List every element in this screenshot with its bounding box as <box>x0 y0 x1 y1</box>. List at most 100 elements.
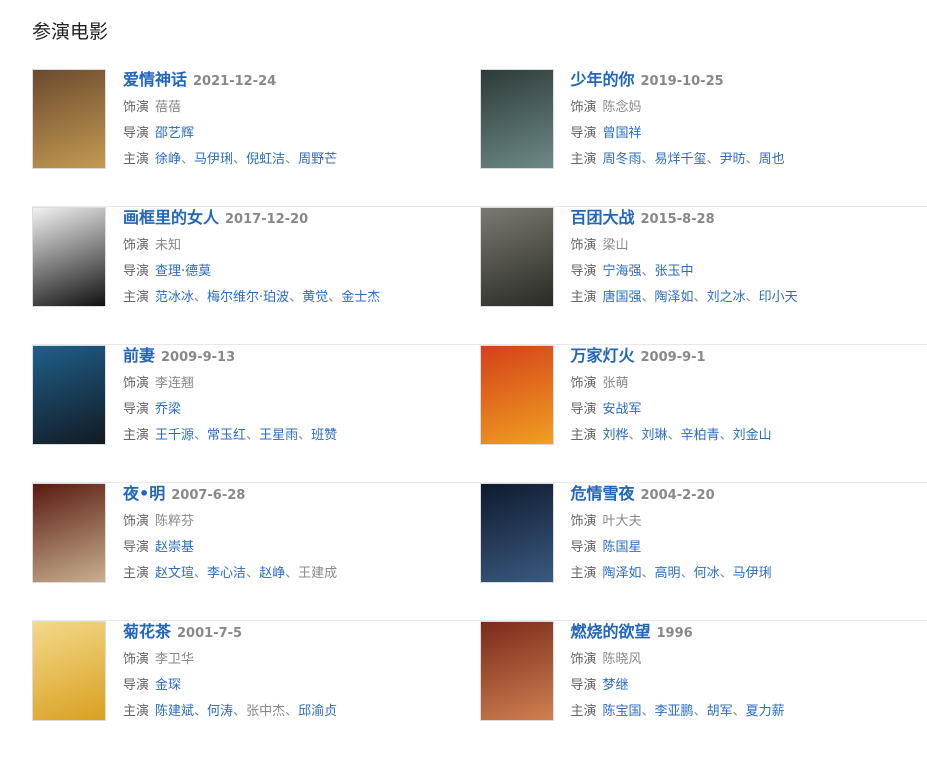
person-link[interactable]: 王千源 <box>155 428 194 443</box>
person-link[interactable]: 倪虹洁 <box>246 152 285 167</box>
person-link[interactable]: 梦继 <box>603 678 629 693</box>
cast-label: 主演 <box>571 566 597 581</box>
person-link[interactable]: 胡军 <box>707 704 733 719</box>
role-name: 陈晓风 <box>603 652 642 667</box>
person-link[interactable]: 陈宝国 <box>603 704 642 719</box>
cast-label: 主演 <box>571 428 597 443</box>
director-line: 导演梦继 <box>571 673 785 699</box>
person-link[interactable]: 陈建斌 <box>155 704 194 719</box>
person-link[interactable]: 曾国祥 <box>603 126 642 141</box>
person-link[interactable]: 陶泽如 <box>655 290 694 305</box>
movie-title[interactable]: 菊花茶 <box>123 622 171 641</box>
movie-title[interactable]: 百团大战 <box>571 208 635 227</box>
person-link[interactable]: 王星雨 <box>259 428 298 443</box>
person-link[interactable]: 何涛 <box>207 704 233 719</box>
person-link[interactable]: 范冰冰 <box>155 290 194 305</box>
person-link[interactable]: 高明 <box>655 566 681 581</box>
movie-title[interactable]: 少年的你 <box>571 70 635 89</box>
person-link[interactable]: 查理·德莫 <box>155 264 211 279</box>
movie-poster[interactable] <box>480 345 554 445</box>
person-link[interactable]: 赵文瑄 <box>155 566 194 581</box>
movie-title[interactable]: 爱情神话 <box>123 70 187 89</box>
movie-title[interactable]: 前妻 <box>123 346 155 365</box>
person-link[interactable]: 唐国强 <box>603 290 642 305</box>
movie-poster[interactable] <box>480 483 554 583</box>
movie-poster[interactable] <box>480 621 554 721</box>
person-link[interactable]: 安战军 <box>603 402 642 417</box>
person-link[interactable]: 乔梁 <box>155 402 181 417</box>
person-link[interactable]: 李心洁 <box>207 566 246 581</box>
cast-label: 主演 <box>123 428 149 443</box>
role-line: 饰演梁山 <box>571 233 798 259</box>
movie-poster[interactable] <box>480 69 554 169</box>
person-link[interactable]: 赵崇基 <box>155 540 194 555</box>
cast-label: 主演 <box>123 290 149 305</box>
movie-poster[interactable] <box>32 621 106 721</box>
movie-poster[interactable] <box>480 207 554 307</box>
person-link[interactable]: 刘桦 <box>603 428 629 443</box>
person-link[interactable]: 周冬雨 <box>603 152 642 167</box>
director-line: 导演陈国星 <box>571 535 772 561</box>
movie-title[interactable]: 燃烧的欲望 <box>571 622 651 641</box>
separator: 、 <box>194 704 207 719</box>
director-label: 导演 <box>123 402 149 417</box>
person-link[interactable]: 马伊琍 <box>194 152 233 167</box>
person-link[interactable]: 邵艺辉 <box>155 126 194 141</box>
person-link[interactable]: 金士杰 <box>341 290 380 305</box>
person-link[interactable]: 周也 <box>759 152 785 167</box>
separator: 、 <box>746 152 759 167</box>
movie-poster[interactable] <box>32 69 106 169</box>
person-link[interactable]: 夏力薪 <box>746 704 785 719</box>
movie-title[interactable]: 画框里的女人 <box>123 208 219 227</box>
movie-title[interactable]: 万家灯火 <box>571 346 635 365</box>
person-link[interactable]: 梅尔维尔·珀波 <box>207 290 289 305</box>
cast-line: 主演王千源、常玉红、王星雨、班赞 <box>123 423 337 449</box>
person-link[interactable]: 宁海强 <box>603 264 642 279</box>
person-link[interactable]: 陶泽如 <box>603 566 642 581</box>
separator: 、 <box>194 566 207 581</box>
person-link[interactable]: 张玉中 <box>655 264 694 279</box>
person-link[interactable]: 金琛 <box>155 678 181 693</box>
separator: 、 <box>233 152 246 167</box>
person-link[interactable]: 何冰 <box>694 566 720 581</box>
person-link[interactable]: 班赞 <box>311 428 337 443</box>
section-title: 参演电影 <box>32 17 108 44</box>
separator: 、 <box>642 152 655 167</box>
person-link[interactable]: 徐峥 <box>155 152 181 167</box>
movie-poster[interactable] <box>32 483 106 583</box>
person-link[interactable]: 刘之冰 <box>707 290 746 305</box>
person-link[interactable]: 周野芒 <box>298 152 337 167</box>
person-link[interactable]: 赵峥 <box>259 566 285 581</box>
person-link[interactable]: 易烊千玺 <box>655 152 707 167</box>
person-link[interactable]: 印小天 <box>759 290 798 305</box>
person-link[interactable]: 李亚鹏 <box>655 704 694 719</box>
role-label: 饰演 <box>123 652 149 667</box>
separator: 、 <box>746 290 759 305</box>
person-link[interactable]: 尹昉 <box>720 152 746 167</box>
cast-line: 主演赵文瑄、李心洁、赵峥、王建成 <box>123 561 337 587</box>
movie-poster[interactable] <box>32 207 106 307</box>
movie-title[interactable]: 危情雪夜 <box>571 484 635 503</box>
director-line: 导演曾国祥 <box>571 121 785 147</box>
person-link[interactable]: 刘金山 <box>733 428 772 443</box>
cast-label: 主演 <box>123 566 149 581</box>
role-label: 饰演 <box>123 514 149 529</box>
person-link[interactable]: 陈国星 <box>603 540 642 555</box>
movie-title[interactable]: 夜•明 <box>123 484 165 503</box>
release-date: 2001-7-5 <box>177 626 242 641</box>
person-link[interactable]: 刘琳 <box>642 428 668 443</box>
person-link[interactable]: 辛柏青 <box>681 428 720 443</box>
person-link[interactable]: 常玉红 <box>207 428 246 443</box>
person-link[interactable]: 邱渝贞 <box>298 704 337 719</box>
person-link[interactable]: 马伊琍 <box>733 566 772 581</box>
role-label: 饰演 <box>123 376 149 391</box>
movie-poster[interactable] <box>32 345 106 445</box>
person-link[interactable]: 黄觉 <box>302 290 328 305</box>
separator: 、 <box>629 428 642 443</box>
